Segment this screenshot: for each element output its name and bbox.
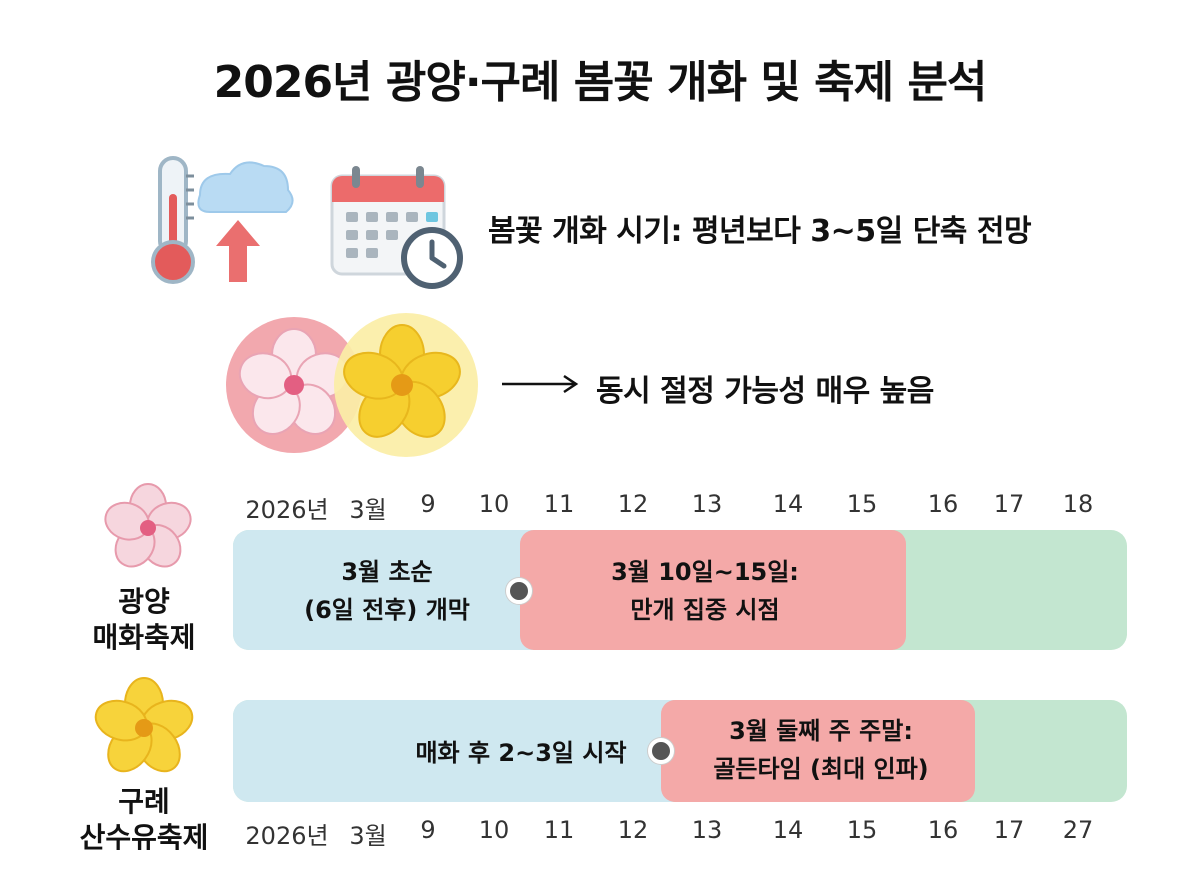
top-axis-tick: 17 <box>993 490 1025 518</box>
gurye-festival-label: 구례 산수유축제 <box>44 784 244 856</box>
top-axis-tick: 12 <box>617 490 649 518</box>
bottom-axis-tick: 2026년 <box>245 822 329 850</box>
top-axis-tick: 18 <box>1062 490 1094 518</box>
gurye-peak-start-marker <box>648 738 674 764</box>
bottom-axis-tick: 15 <box>846 816 878 844</box>
bottom-axis-tick: 3월 <box>349 822 387 850</box>
peak-line2: 골든타임 (최대 인파) <box>713 755 929 783</box>
festival-region: 구례 <box>118 785 170 818</box>
gwangyang-timeline-bar <box>233 530 1127 650</box>
plum-blossom-icon <box>104 483 192 568</box>
opening-line2: (6일 전후) 개막 <box>304 596 470 624</box>
gurye-peak-segment <box>661 700 975 802</box>
festival-name: 매화축제 <box>92 621 196 654</box>
calendar-clock-icon <box>330 166 463 289</box>
bottom-axis-tick: 16 <box>927 816 959 844</box>
top-axis-tick: 9 <box>420 490 436 518</box>
start-line1: 매화 후 2~3일 시작 <box>415 739 627 767</box>
gwangyang-opening-segment <box>233 530 533 650</box>
peak-line1: 3월 10일~15일: <box>611 558 799 586</box>
gwangyang-peak-label: 3월 10일~15일: 만개 집중 시점 <box>560 553 850 629</box>
top-axis-tick: 3월 <box>349 496 387 524</box>
gwangyang-festival-label: 광양 매화축제 <box>44 584 244 656</box>
gurye-start-segment <box>233 700 673 802</box>
gurye-peak-label: 3월 둘째 주 주말: 골든타임 (최대 인파) <box>676 712 966 788</box>
top-axis-tick: 11 <box>543 490 575 518</box>
simultaneous-peak-text: 동시 절정 가능성 매우 높음 <box>596 374 934 409</box>
festival-name: 산수유축제 <box>79 821 209 854</box>
top-axis-tick: 16 <box>927 490 959 518</box>
gwangyang-peak-start-marker <box>506 578 532 604</box>
top-axis-tick: 2026년 <box>245 496 329 524</box>
top-axis-tick: 10 <box>478 490 510 518</box>
bottom-axis-tick: 17 <box>993 816 1025 844</box>
bottom-axis-tick: 10 <box>478 816 510 844</box>
gurye-timeline-bar <box>233 700 1127 802</box>
peak-line2: 만개 집중 시점 <box>630 596 780 624</box>
bloom-period-text: 봄꽃 개화 시기: 평년보다 3~5일 단축 전망 <box>488 214 1032 249</box>
bottom-axis-tick: 9 <box>420 816 436 844</box>
plum-and-cornus-blossom-icon <box>226 313 478 457</box>
page-title: 2026년 광양·구례 봄꽃 개화 및 축제 분석 <box>213 57 988 108</box>
gwangyang-opening-label: 3월 초순 (6일 전후) 개막 <box>272 553 502 629</box>
top-axis-tick: 14 <box>772 490 804 518</box>
peak-line1: 3월 둘째 주 주말: <box>729 717 913 745</box>
bottom-axis-tick: 27 <box>1062 816 1094 844</box>
top-axis-tick: 15 <box>846 490 878 518</box>
bottom-axis-tick: 13 <box>691 816 723 844</box>
gurye-start-label: 매화 후 2~3일 시작 <box>396 734 646 772</box>
cornus-blossom-icon <box>94 677 194 773</box>
bottom-axis-tick: 11 <box>543 816 575 844</box>
festival-region: 광양 <box>118 585 170 618</box>
bottom-axis-tick: 12 <box>617 816 649 844</box>
right-arrow-icon <box>502 374 579 394</box>
thermometer-cloud-arrow-up-icon <box>151 156 294 284</box>
gwangyang-peak-segment <box>520 530 906 650</box>
opening-line1: 3월 초순 <box>341 558 433 586</box>
top-axis-tick: 13 <box>691 490 723 518</box>
bottom-axis-tick: 14 <box>772 816 804 844</box>
